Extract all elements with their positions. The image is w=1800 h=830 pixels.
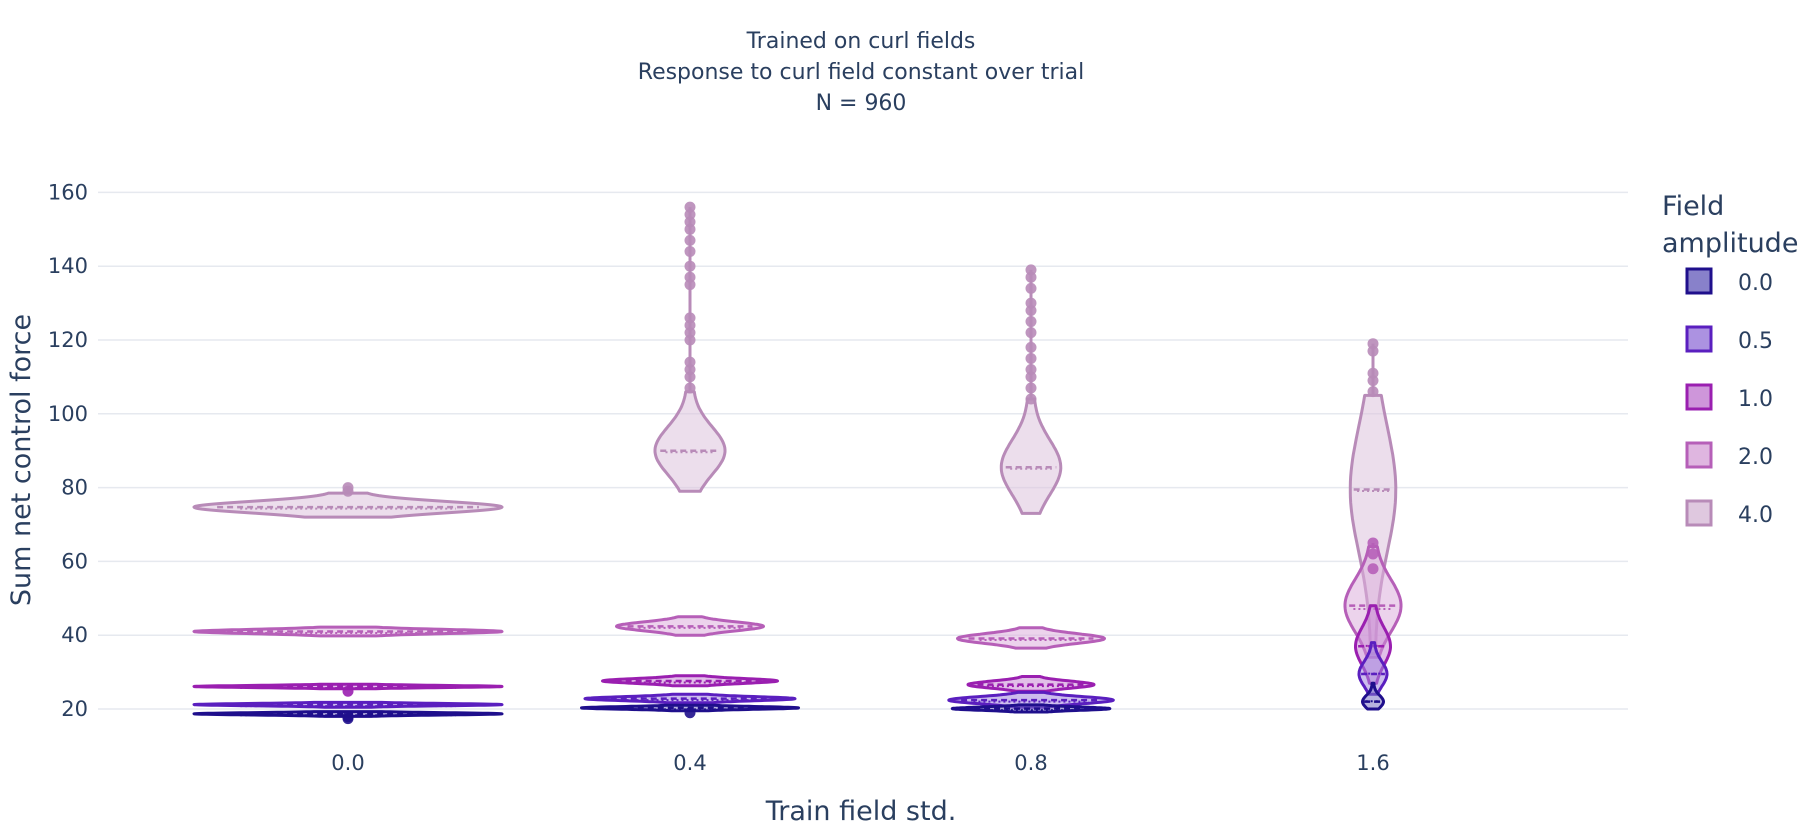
chart-title: Trained on curl fields Response to curl …	[638, 29, 1084, 116]
violin	[1357, 641, 1389, 696]
outlier-point	[1367, 537, 1379, 549]
legend-label: 0.0	[1738, 271, 1773, 296]
legend-swatch	[1685, 325, 1713, 353]
outlier-point	[684, 356, 696, 368]
legend-item-2-0: 2.0	[1685, 441, 1773, 470]
series-0-0	[192, 681, 1385, 725]
x-tick-label: 0.4	[673, 751, 706, 775]
outlier-point	[684, 312, 696, 324]
chart-title-line-1: Trained on curl fields	[746, 29, 976, 54]
outlier-point	[1025, 327, 1037, 339]
outlier-point	[1025, 282, 1037, 294]
series-2-0	[192, 537, 1403, 659]
x-axis-title: Train field std.	[765, 796, 957, 827]
outlier-point	[1025, 341, 1037, 353]
outlier-point	[342, 685, 354, 697]
outlier-point	[684, 245, 696, 257]
y-tick-label: 80	[61, 476, 88, 500]
series-0-5	[192, 641, 1389, 709]
outlier-point	[1025, 382, 1037, 394]
legend-swatch	[1685, 499, 1713, 527]
legend: Field amplitude 0.0 0.5 1.0 2.0 4.0	[1662, 191, 1798, 528]
y-tick-label: 100	[48, 402, 88, 426]
outlier-point	[1367, 386, 1379, 398]
x-tick-label: 0.0	[331, 751, 364, 775]
chart-title-line-2: Response to curl field constant over tri…	[638, 60, 1084, 85]
legend-title-line-2: amplitude	[1662, 228, 1798, 259]
legend-item-1-0: 1.0	[1685, 383, 1773, 412]
y-axis-title: Sum net control force	[6, 314, 37, 606]
outlier-point	[1025, 316, 1037, 328]
legend-item-0-0: 0.0	[1685, 267, 1773, 296]
y-tick-label: 20	[61, 697, 88, 721]
violin	[1343, 545, 1403, 659]
outlier-point	[684, 201, 696, 213]
violin	[192, 491, 504, 519]
outlier-point	[684, 271, 696, 283]
outlier-point	[684, 707, 696, 719]
legend-label: 1.0	[1738, 387, 1773, 412]
outlier-point	[684, 260, 696, 272]
outlier-point	[342, 711, 354, 723]
outlier-point	[342, 482, 354, 494]
outlier-point	[1025, 264, 1037, 276]
outlier-point	[1367, 563, 1379, 575]
outlier-point	[684, 382, 696, 394]
y-tick-label: 120	[48, 328, 88, 352]
legend-item-4-0: 4.0	[1685, 499, 1773, 528]
outlier-point	[684, 234, 696, 246]
outlier-point	[1025, 393, 1037, 405]
violin	[999, 397, 1063, 515]
series-4-0	[192, 201, 1398, 656]
legend-label: 0.5	[1738, 329, 1773, 354]
legend-title-line-1: Field	[1662, 191, 1724, 222]
outlier-point	[1025, 352, 1037, 364]
outlier-point	[1367, 338, 1379, 350]
legend-swatch	[1685, 383, 1713, 411]
legend-item-0-5: 0.5	[1685, 325, 1773, 354]
chart-title-line-3: N = 960	[816, 91, 907, 116]
y-tick-label: 160	[48, 180, 88, 204]
legend-label: 4.0	[1738, 503, 1773, 528]
outlier-point	[1025, 364, 1037, 376]
legend-label: 2.0	[1738, 445, 1773, 470]
legend-swatch	[1685, 441, 1713, 469]
y-tick-labels: 20 40 60 80 100 120 140 160	[48, 180, 88, 721]
outlier-point	[1367, 548, 1379, 560]
y-tick-label: 40	[61, 623, 88, 647]
y-tick-label: 140	[48, 254, 88, 278]
series-1-0	[192, 604, 1392, 697]
violin	[653, 390, 727, 493]
x-tick-labels: 0.0 0.4 0.8 1.6	[331, 751, 1389, 775]
x-tick-label: 0.8	[1014, 751, 1047, 775]
violin	[947, 690, 1115, 709]
y-tick-label: 60	[61, 549, 88, 573]
x-tick-label: 1.6	[1356, 751, 1389, 775]
outlier-point	[1025, 297, 1037, 309]
legend-swatch	[1685, 267, 1713, 295]
outlier-point	[1367, 367, 1379, 379]
violin-plot-area	[192, 201, 1403, 725]
